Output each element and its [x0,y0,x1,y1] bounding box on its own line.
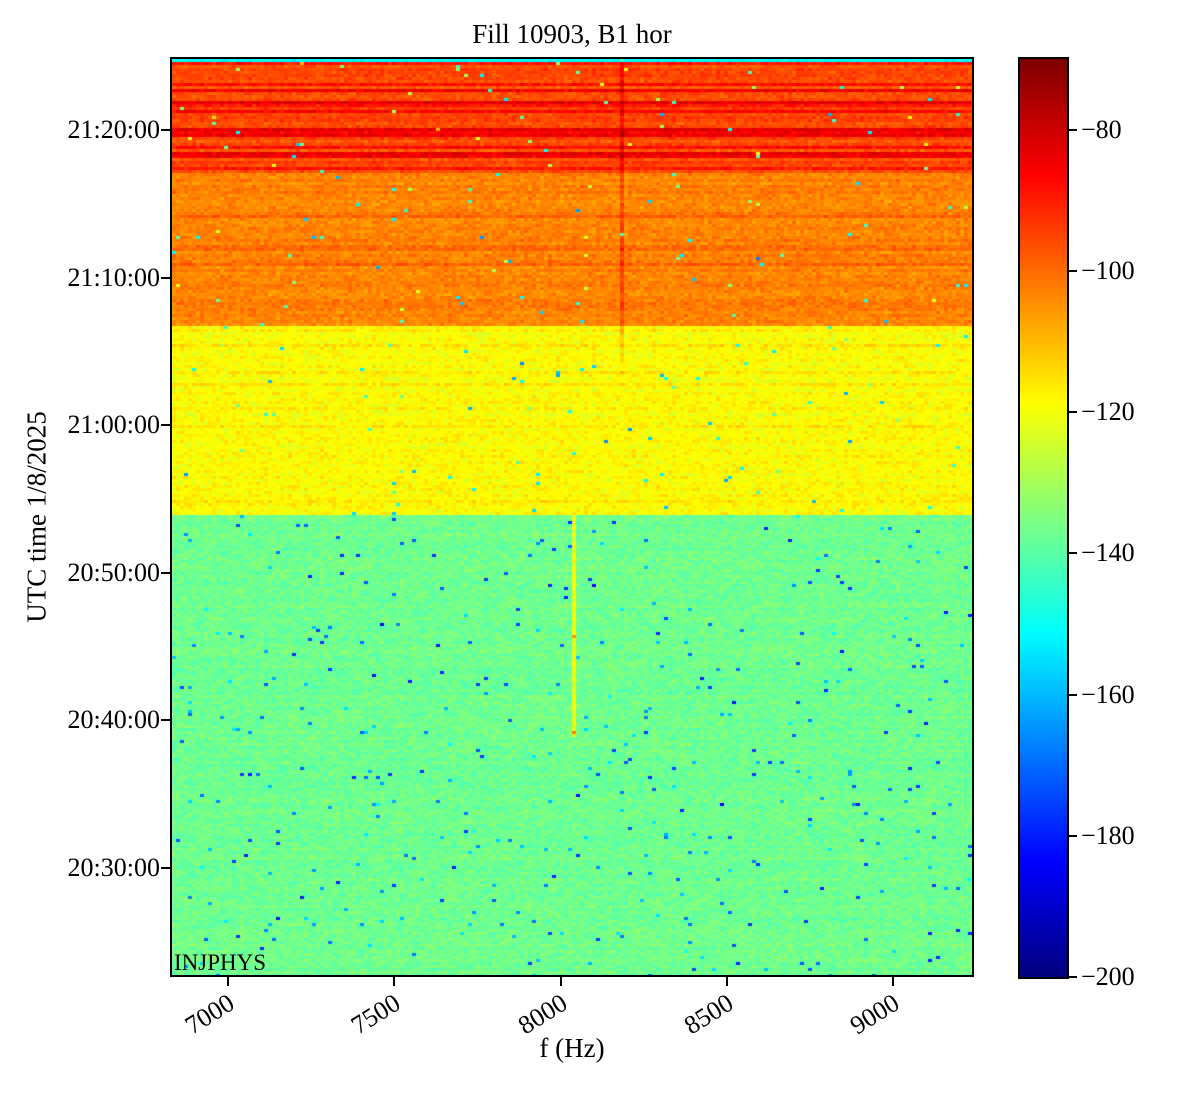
y-axis-label: UTC time 1/8/2025 [21,411,52,623]
x-tick-mark [725,977,728,986]
y-tick-label: 21:10:00 [67,262,160,292]
colorbar-tick-mark [1069,411,1077,414]
x-tick-mark [393,977,396,986]
chart-title: Fill 10903, B1 hor [472,19,672,49]
colorbar-tick-label: −180 [1081,820,1135,850]
y-tick-label: 20:50:00 [67,557,160,587]
x-tick-mark [559,977,562,986]
annotation-injphys: INJPHYS [174,950,267,975]
plot-area: INJPHYS [170,57,974,977]
y-tick-mark [161,129,170,131]
y-tick-mark [161,424,170,427]
y-tick-label: 20:40:00 [67,705,160,735]
spectrogram-canvas [172,59,972,975]
y-tick-mark [161,571,170,574]
x-axis-label: f (Hz) [539,1033,605,1063]
colorbar [1018,57,1069,979]
y-tick-mark [161,719,170,722]
x-tick-mark [892,977,895,986]
y-tick-label: 21:00:00 [67,410,160,440]
colorbar-tick-mark [1069,976,1077,978]
y-tick-mark [161,867,170,869]
colorbar-tick-label: −160 [1081,679,1135,709]
colorbar-tick-label: −120 [1081,397,1135,427]
x-tick-mark [227,977,229,986]
colorbar-tick-label: −80 [1081,114,1122,144]
colorbar-tick-label: −200 [1081,962,1135,991]
colorbar-tick-mark [1069,552,1077,555]
y-tick-label: 21:20:00 [67,115,160,144]
colorbar-tick-mark [1069,269,1077,272]
colorbar-tick-mark [1069,834,1077,837]
colorbar-canvas [1020,59,1067,977]
colorbar-tick-mark [1069,693,1077,696]
y-tick-label: 20:30:00 [67,853,160,882]
colorbar-tick-label: −100 [1081,255,1135,285]
y-tick-mark [161,276,170,279]
colorbar-tick-mark [1069,128,1077,131]
colorbar-tick-label: −140 [1081,538,1135,568]
